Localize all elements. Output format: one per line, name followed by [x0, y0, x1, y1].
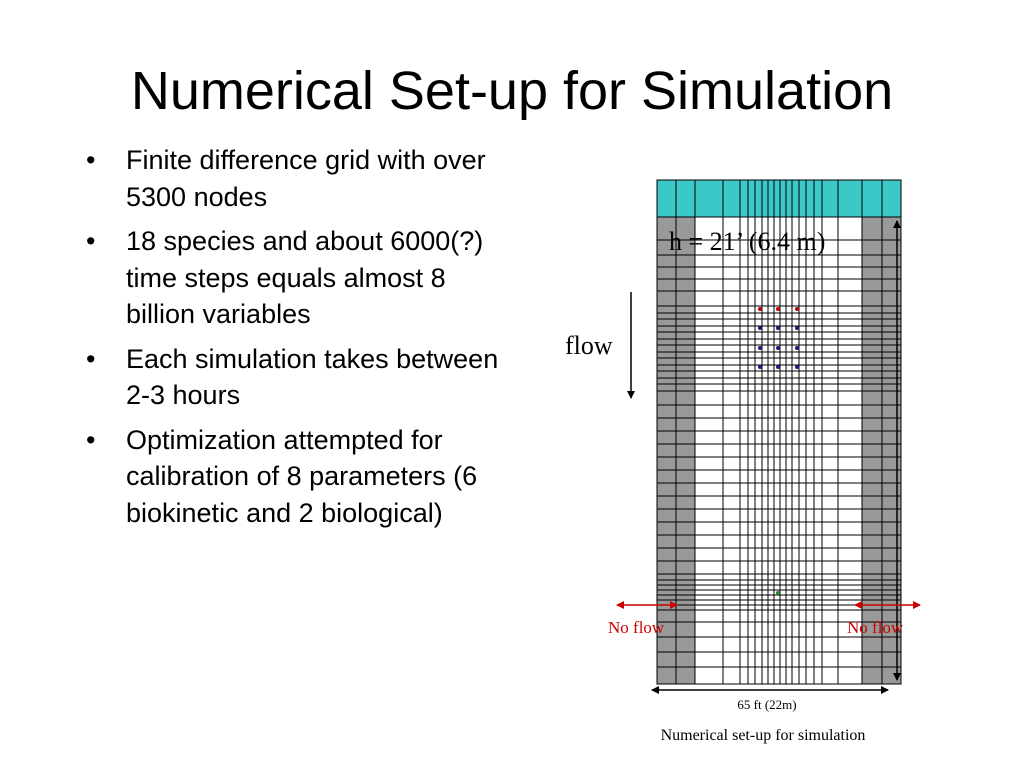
observation-dot	[795, 326, 799, 330]
observation-dot	[795, 365, 799, 369]
observation-dot	[758, 346, 762, 350]
observation-dot	[776, 591, 780, 595]
bullet-item: Optimization attempted for calibration o…	[86, 422, 506, 532]
observation-dot	[758, 307, 762, 311]
bullet-item: 18 species and about 6000(?) time steps …	[86, 223, 506, 333]
bullet-item: Each simulation takes between 2-3 hours	[86, 341, 506, 414]
observation-dot	[776, 307, 780, 311]
diagram-caption: Numerical set-up for simulation	[661, 727, 866, 744]
top-boundary-band	[657, 180, 901, 217]
observation-dot	[795, 346, 799, 350]
head-label: h = 21’ (6.4 m)	[669, 227, 825, 256]
observation-dot	[776, 346, 780, 350]
observation-dot	[758, 326, 762, 330]
no-flow-right-label: No flow	[847, 618, 904, 637]
bullet-list: Finite difference grid with over 5300 no…	[86, 142, 506, 539]
observation-points	[758, 307, 799, 595]
grid-lines	[657, 180, 901, 684]
observation-dot	[776, 326, 780, 330]
bullet-item: Finite difference grid with over 5300 no…	[86, 142, 506, 215]
slide-title: Numerical Set-up for Simulation	[130, 61, 894, 121]
observation-dot	[758, 365, 762, 369]
observation-dot	[795, 307, 799, 311]
grid-outline	[656, 179, 902, 685]
no-flow-left-label: No flow	[608, 618, 665, 637]
width-label: 65 ft (22m)	[737, 697, 796, 712]
observation-dot	[776, 365, 780, 369]
flow-label: flow	[565, 331, 613, 360]
